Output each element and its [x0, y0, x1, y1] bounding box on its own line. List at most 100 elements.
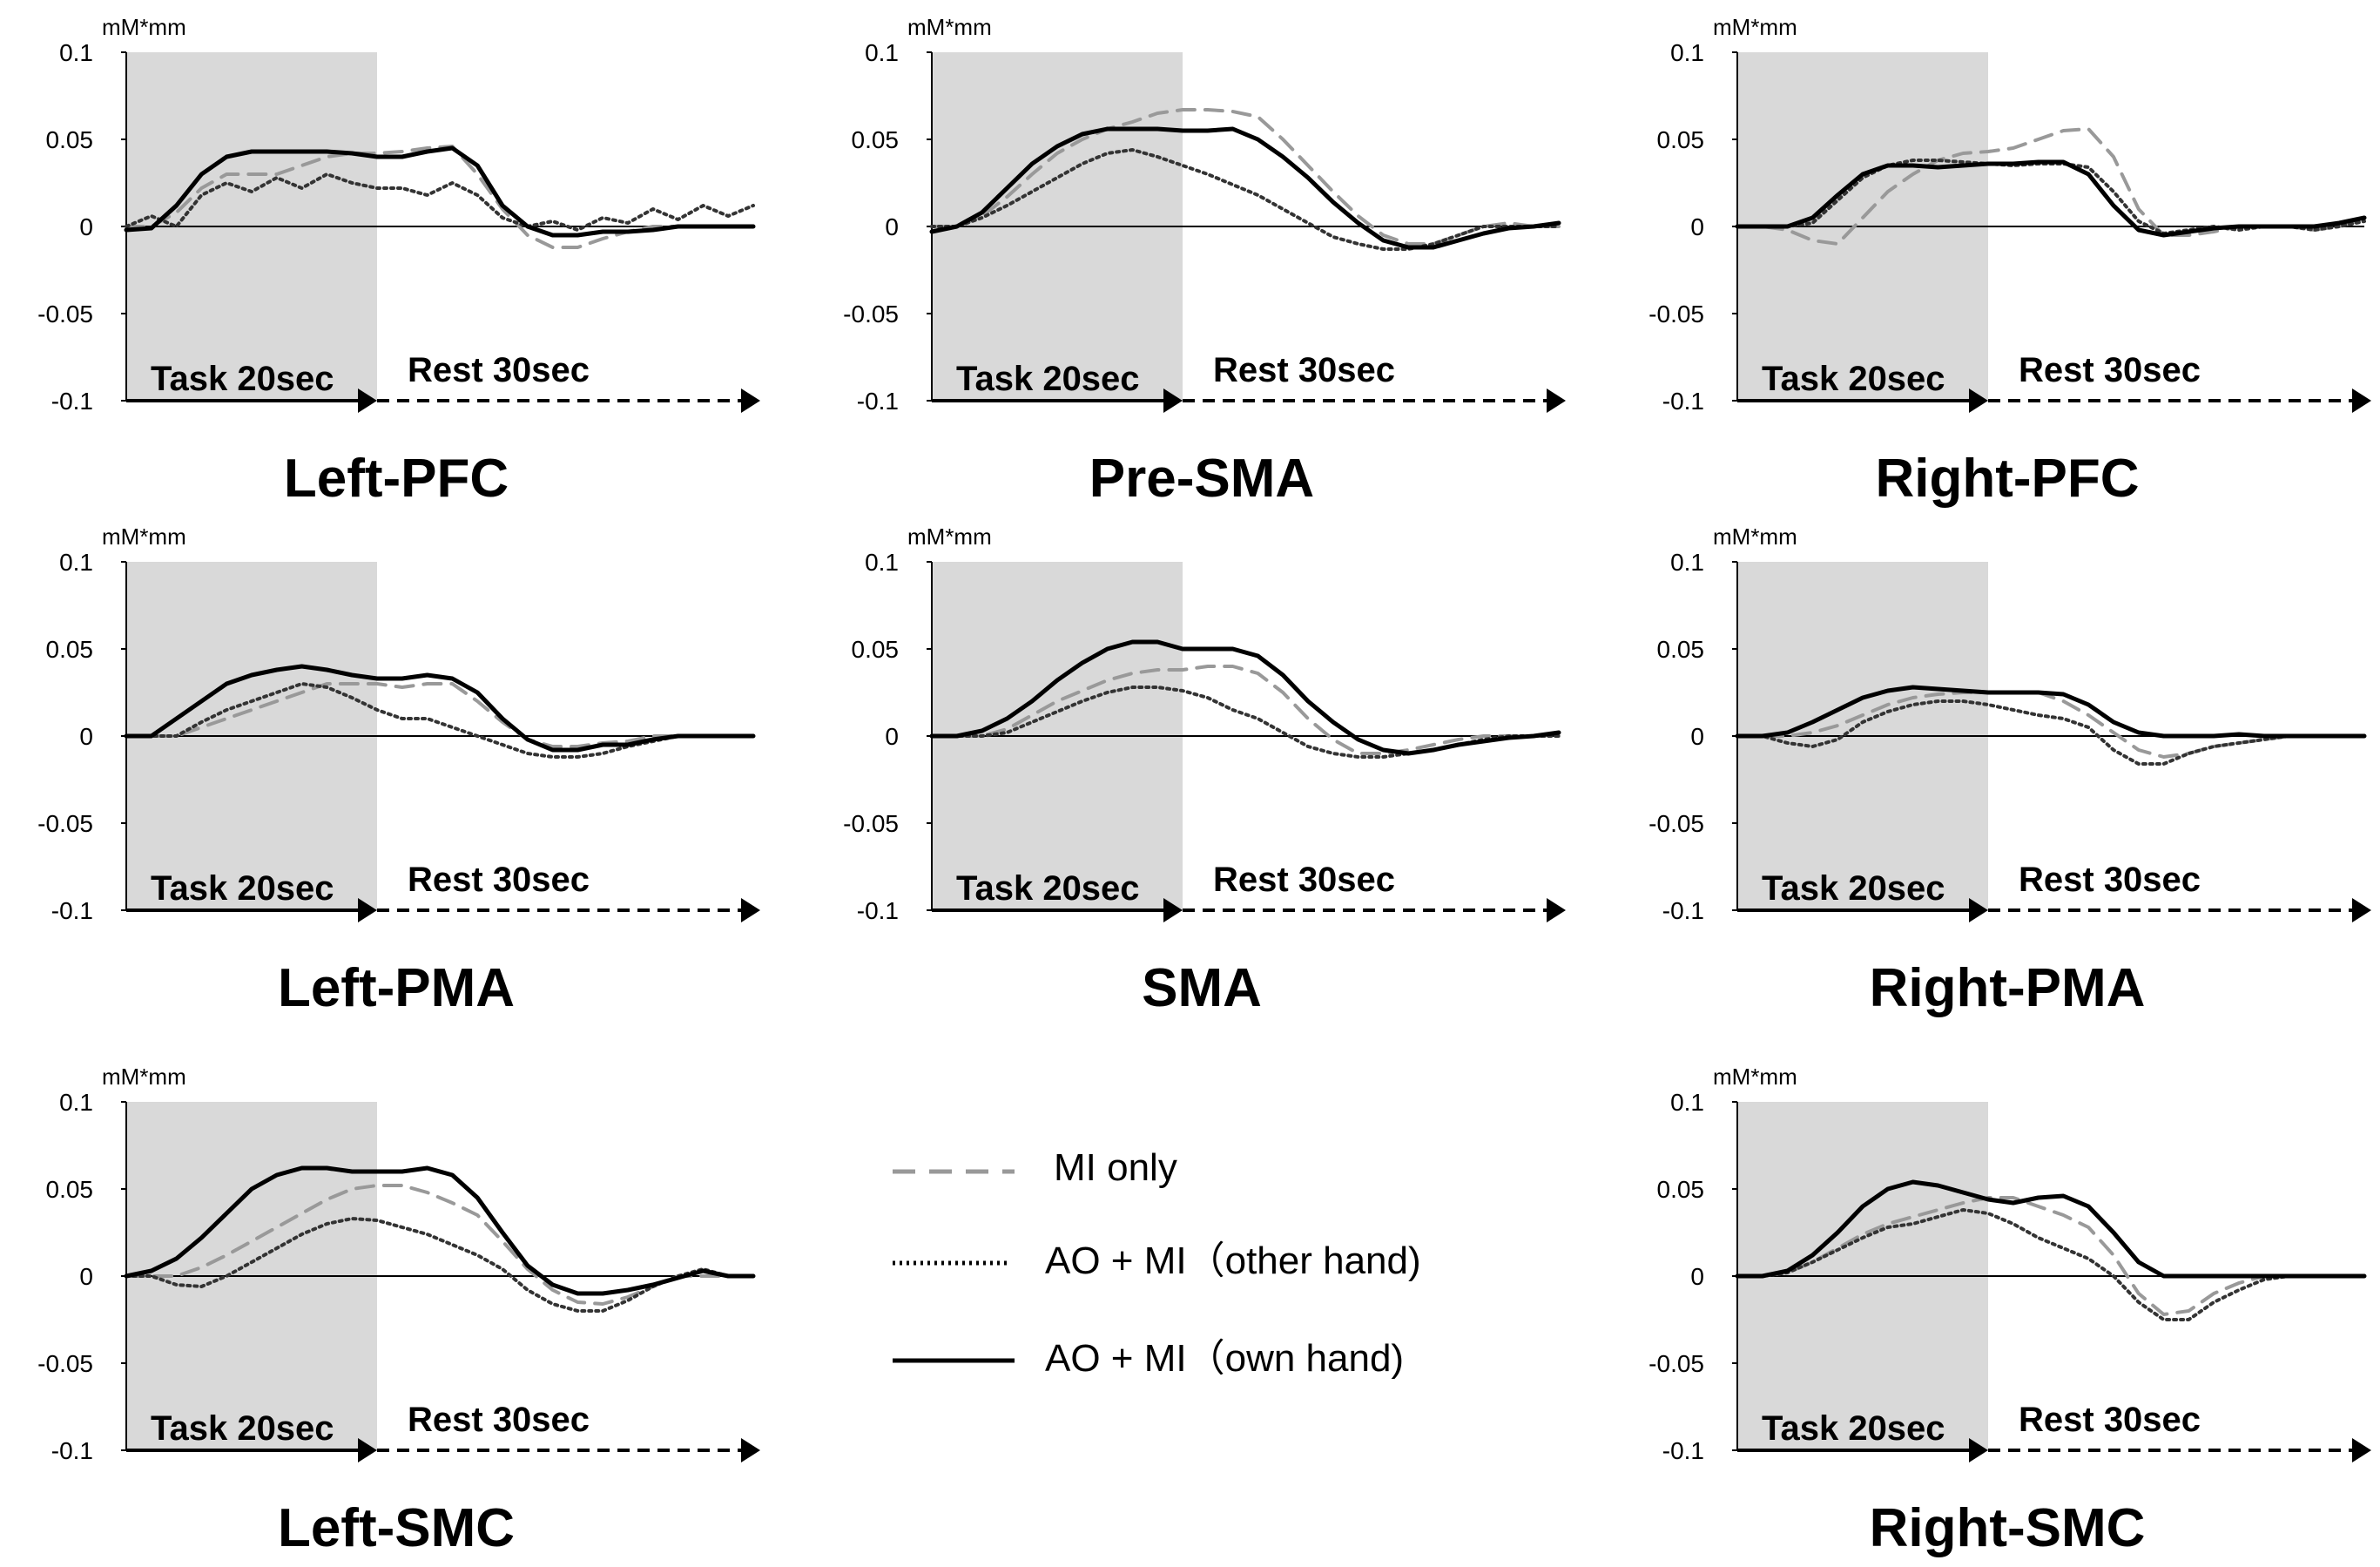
series-line-ao-mi-own-hand	[929, 639, 1561, 756]
rest-arrowhead	[741, 1438, 760, 1462]
rest-label: Rest 30sec	[408, 351, 590, 389]
panel-right-pfc: 0.1 0.05 0 -0.05 -0.1 mM*mm Task 20sec Rest 30s…	[1648, 14, 2371, 509]
unit-label: mM*mm	[102, 1064, 186, 1090]
series-line-ao-mi-own-hand	[1735, 685, 2367, 739]
series-line-ao-mi-own-hand	[1735, 159, 2367, 238]
task-label: Task 20sec	[1762, 869, 1945, 908]
task-arrowhead	[1969, 1438, 1988, 1462]
series-line-mi-only	[930, 108, 1561, 246]
legend-label-own-hand: AO + MI（own hand)	[1045, 1337, 1404, 1380]
rest-label: Rest 30sec	[2019, 351, 2201, 389]
y-tick-label: 0	[1690, 213, 1704, 240]
task-label: Task 20sec	[956, 360, 1140, 398]
series-line-ao-mi-own-hand	[124, 1165, 756, 1296]
chart-panels: 0.1 0.05 0 -0.05 -0.1 mM*mm Task 20sec Rest 30s…	[37, 14, 2371, 1558]
series-line-ao-mi-own-hand	[124, 664, 756, 753]
y-tick-label: -0.1	[1662, 1437, 1704, 1464]
y-tick-label: 0	[79, 213, 93, 240]
task-label: Task 20sec	[956, 869, 1140, 908]
panel-title: Left-PMA	[278, 958, 515, 1018]
series-line-ao-mi-other-hand	[1736, 699, 2366, 766]
rest-arrowhead	[741, 898, 760, 922]
legend-label-other-hand: AO + MI（other hand)	[1045, 1239, 1421, 1282]
task-arrowhead	[358, 898, 377, 922]
y-tick-label: 0.05	[1657, 1176, 1705, 1203]
rest-arrowhead	[1547, 898, 1566, 922]
task-arrowhead	[1163, 898, 1183, 922]
y-tick-label: -0.1	[51, 388, 93, 415]
y-tick-label: -0.1	[857, 388, 899, 415]
panel-right-pma: 0.1 0.05 0 -0.05 -0.1 mM*mm Task 20sec Rest 30s…	[1648, 523, 2371, 1018]
series-line-mi-only	[125, 145, 755, 249]
y-tick-label: -0.05	[37, 1350, 93, 1377]
panel-title: Left-PFC	[284, 449, 509, 509]
series-line-ao-mi-own-hand	[929, 126, 1561, 250]
y-tick-label: 0.05	[46, 1176, 94, 1203]
panel-title: Right-PFC	[1875, 449, 2139, 509]
y-tick-label: -0.05	[1648, 301, 1704, 328]
rest-arrowhead	[2352, 898, 2371, 922]
y-tick-label: 0.1	[1670, 39, 1704, 66]
task-label: Task 20sec	[151, 360, 334, 398]
series-line-ao-mi-other-hand	[125, 1217, 755, 1313]
rest-arrowhead	[2352, 1438, 2371, 1462]
task-label: Task 20sec	[151, 1409, 334, 1448]
panel-title: Right-PMA	[1870, 958, 2146, 1018]
unit-label: mM*mm	[907, 523, 992, 550]
y-tick-label: 0.1	[1670, 1089, 1704, 1116]
unit-label: mM*mm	[1713, 523, 1797, 550]
rest-label: Rest 30sec	[408, 1401, 590, 1439]
y-tick-label: -0.05	[37, 301, 93, 328]
y-tick-label: -0.1	[857, 897, 899, 924]
y-tick-label: 0.05	[46, 636, 94, 663]
y-tick-label: 0.05	[1657, 636, 1705, 663]
series-line-ao-mi-other-hand	[125, 172, 755, 232]
y-tick-label: -0.1	[1662, 388, 1704, 415]
y-tick-label: 0	[885, 723, 899, 750]
rest-arrowhead	[2352, 388, 2371, 413]
y-tick-label: 0	[1690, 1263, 1704, 1290]
y-tick-label: -0.05	[37, 810, 93, 837]
panel-left-smc: 0.1 0.05 0 -0.05 -0.1 mM*mm Task 20sec Rest 30s…	[37, 1064, 760, 1558]
y-tick-label: -0.05	[1648, 810, 1704, 837]
unit-label: mM*mm	[102, 14, 186, 40]
task-arrowhead	[358, 388, 377, 413]
y-tick-label: 0	[79, 723, 93, 750]
rest-arrowhead	[1547, 388, 1566, 413]
y-tick-label: -0.1	[51, 1437, 93, 1464]
y-tick-label: 0	[885, 213, 899, 240]
task-label: Task 20sec	[151, 869, 334, 908]
y-tick-label: -0.1	[51, 897, 93, 924]
panel-title: Left-SMC	[278, 1498, 515, 1558]
panel-title: Pre-SMA	[1089, 449, 1314, 509]
panel-left-pma: 0.1 0.05 0 -0.05 -0.1 mM*mm Task 20sec Rest 30s…	[37, 523, 760, 1018]
unit-label: mM*mm	[907, 14, 992, 40]
panel-left-pfc: 0.1 0.05 0 -0.05 -0.1 mM*mm Task 20sec Rest 30s…	[37, 14, 760, 509]
y-tick-label: 0.05	[852, 636, 900, 663]
rest-label: Rest 30sec	[2019, 861, 2201, 899]
unit-label: mM*mm	[1713, 1064, 1797, 1090]
panel-sma: 0.1 0.05 0 -0.05 -0.1 mM*mm Task 20sec Rest 30s…	[843, 523, 1566, 1018]
panel-title: Right-SMC	[1870, 1498, 2146, 1558]
y-tick-label: 0.1	[1670, 549, 1704, 576]
rest-label: Rest 30sec	[1213, 861, 1395, 899]
series-line-ao-mi-other-hand	[930, 148, 1561, 251]
panel-pre-sma: 0.1 0.05 0 -0.05 -0.1 mM*mm Task 20sec Rest 30s…	[843, 14, 1566, 509]
y-tick-label: 0.1	[59, 39, 93, 66]
series-line-mi-only	[930, 665, 1561, 755]
task-arrowhead	[358, 1438, 377, 1462]
series-line-ao-mi-other-hand	[1736, 1208, 2366, 1321]
y-tick-label: 0.1	[865, 549, 899, 576]
unit-label: mM*mm	[102, 523, 186, 550]
rest-label: Rest 30sec	[1213, 351, 1395, 389]
y-tick-label: 0.05	[852, 126, 900, 153]
series-line-ao-mi-own-hand	[1735, 1179, 2367, 1279]
series-line-mi-only	[125, 682, 755, 748]
task-label: Task 20sec	[1762, 360, 1945, 398]
y-tick-label: 0.1	[865, 39, 899, 66]
task-arrowhead	[1163, 388, 1183, 413]
y-tick-label: -0.05	[843, 810, 899, 837]
y-tick-label: -0.1	[1662, 897, 1704, 924]
y-tick-label: 0	[1690, 723, 1704, 750]
